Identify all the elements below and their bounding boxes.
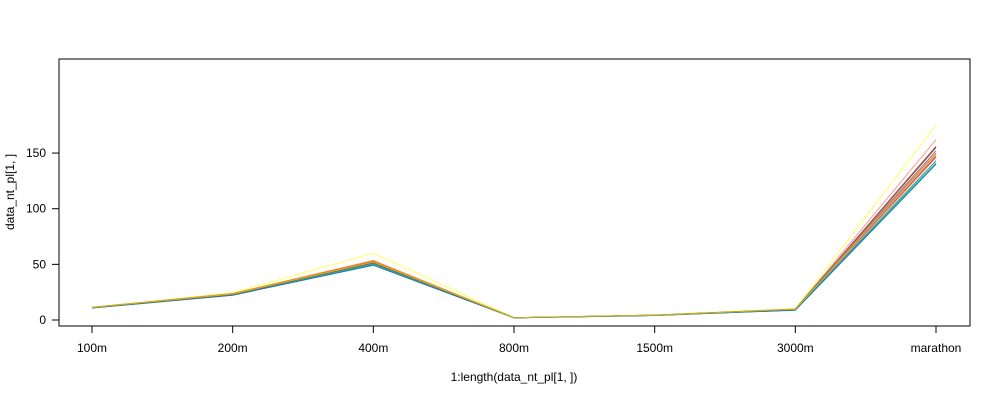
y-axis-title: data_nt_pl[1, ] — [3, 154, 17, 230]
x-tick-label: 400m — [358, 341, 388, 355]
y-tick-label: 0 — [39, 313, 46, 327]
x-tick-label: 100m — [77, 341, 107, 355]
x-tick-label: 3000m — [777, 341, 814, 355]
y-tick-label: 150 — [26, 146, 46, 160]
y-tick-label: 100 — [26, 202, 46, 216]
x-axis: 100m 200m 400m 800m 1500m 3000m marathon — [77, 325, 962, 355]
series-layer — [91, 124, 937, 319]
plot-area-box — [58, 58, 971, 327]
x-tick-label: 200m — [218, 341, 248, 355]
series-line-1 — [91, 124, 937, 319]
x-tick-label: 1500m — [636, 341, 673, 355]
series-line-12 — [91, 153, 937, 319]
y-tick-label: 50 — [33, 257, 47, 271]
y-axis: 0 50 100 150 — [26, 146, 60, 327]
x-tick-label: marathon — [911, 341, 962, 355]
x-axis-title: 1:length(data_nt_pl[1, ]) — [451, 370, 578, 384]
x-tick-label: 800m — [499, 341, 529, 355]
